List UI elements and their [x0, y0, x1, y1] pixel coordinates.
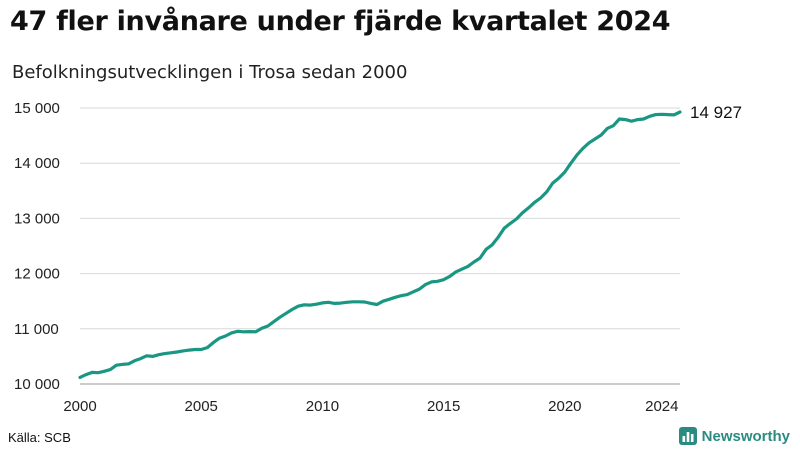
y-tick-label: 12 000: [14, 266, 60, 283]
brand-name: Newsworthy: [701, 427, 790, 445]
y-tick-label: 15 000: [14, 100, 60, 117]
x-tick-label: 2005: [185, 398, 218, 415]
y-tick-label: 13 000: [14, 210, 60, 227]
x-tick-label: 2010: [306, 398, 339, 415]
newsworthy-logo[interactable]: Newsworthy: [678, 427, 790, 445]
x-tick-label: 2015: [427, 398, 460, 415]
bar-chart-icon: [678, 427, 697, 445]
source-note: Källa: SCB: [8, 430, 71, 445]
chart-title: 47 fler invånare under fjärde kvartalet …: [10, 6, 671, 37]
x-tick-label: 2020: [548, 398, 581, 415]
y-tick-label: 14 000: [14, 155, 60, 172]
grid-lines: [80, 107, 680, 385]
population-series-line: [78, 110, 682, 379]
x-tick-label: 2000: [63, 398, 96, 415]
x-axis-tick-labels: 2000 2005 2010 2015 2020 2024: [63, 398, 678, 415]
chart-subtitle: Befolkningsutvecklingen i Trosa sedan 20…: [12, 62, 408, 83]
y-tick-label: 11 000: [14, 321, 59, 338]
y-tick-label: 10 000: [14, 376, 60, 393]
y-axis-tick-labels: 10 000 11 000 12 000 13 000 14 000 15 000: [14, 100, 60, 393]
x-tick-label: 2024: [645, 398, 678, 415]
latest-value-label: 14 927: [690, 103, 742, 122]
